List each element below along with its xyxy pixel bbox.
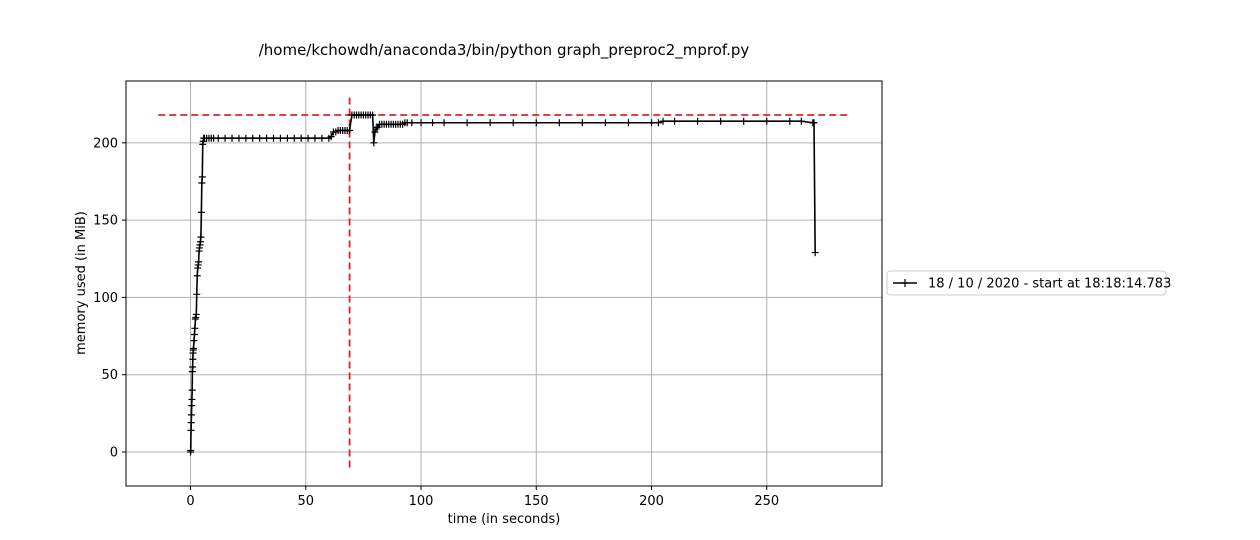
x-ticks: 0 50 100 150 200 250	[186, 486, 779, 509]
data-point	[440, 119, 448, 127]
data-point	[198, 179, 206, 187]
data-point	[189, 355, 197, 363]
reference-lines	[158, 96, 848, 468]
data-point	[304, 134, 312, 142]
data-point	[717, 117, 725, 125]
data-point	[417, 119, 425, 127]
data-point	[532, 119, 540, 127]
legend: 18 / 10 / 2020 - start at 18:18:14.783	[886, 270, 1171, 296]
data-point	[786, 117, 794, 125]
data-point	[327, 133, 335, 141]
data-point	[228, 134, 236, 142]
data-point	[486, 119, 494, 127]
y-tick-label: 100	[93, 291, 118, 306]
data-point	[648, 119, 656, 127]
legend-entry-label: 18 / 10 / 2020 - start at 18:18:14.783	[928, 277, 1171, 292]
data-point	[408, 119, 416, 127]
x-tick-label: 200	[639, 494, 664, 509]
x-axis-label: time (in seconds)	[448, 512, 561, 527]
y-tick-label: 200	[93, 136, 118, 151]
y-tick-label: 0	[110, 445, 118, 460]
data-point	[263, 134, 271, 142]
plot-frame	[125, 80, 883, 487]
data-point	[810, 119, 818, 127]
y-axis-label: memory used (in MiB)	[74, 211, 89, 355]
data-point	[370, 139, 378, 147]
data-point	[276, 134, 284, 142]
data-point	[187, 446, 195, 454]
data-point	[311, 134, 319, 142]
data-point	[249, 134, 257, 142]
data-point	[242, 134, 250, 142]
y-ticks: 0 50 100 150 200	[93, 136, 126, 460]
legend-box	[886, 270, 1167, 296]
data-point	[189, 363, 197, 371]
data-point	[290, 134, 298, 142]
x-tick-label: 0	[186, 494, 194, 509]
data-point	[190, 337, 198, 345]
data-point	[346, 126, 354, 134]
data-point	[371, 128, 379, 136]
data-point	[197, 208, 205, 216]
legend-marker	[901, 279, 909, 287]
data-point	[624, 119, 632, 127]
data-point	[192, 310, 200, 318]
data-point	[190, 331, 198, 339]
data-point	[372, 125, 380, 133]
data-point	[429, 119, 437, 127]
data-point	[797, 117, 805, 125]
data-point	[188, 402, 196, 410]
data-point	[187, 426, 195, 434]
data-point	[297, 134, 305, 142]
x-tick-label: 100	[409, 494, 434, 509]
data-point	[191, 324, 199, 332]
grid-lines	[126, 81, 882, 486]
y-tick-label: 150	[93, 214, 118, 229]
data-point	[369, 111, 377, 119]
data-point	[197, 233, 205, 241]
x-tick-label: 250	[754, 494, 779, 509]
y-tick-label: 50	[101, 368, 118, 383]
data-point	[214, 134, 222, 142]
data-point	[740, 117, 748, 125]
data-point	[195, 258, 203, 266]
data-point	[654, 119, 662, 127]
x-tick-label: 50	[298, 494, 315, 509]
data-point	[187, 419, 195, 427]
data-point	[671, 117, 679, 125]
data-point	[221, 134, 229, 142]
series-line-0	[189, 114, 816, 453]
data-point	[509, 119, 517, 127]
data-point	[256, 134, 264, 142]
x-tick-label: 150	[524, 494, 549, 509]
data-point	[601, 119, 609, 127]
data-point	[235, 134, 243, 142]
data-point	[659, 117, 667, 125]
data-point	[190, 344, 198, 352]
data-point	[694, 117, 702, 125]
chart-title: /home/kchowdh/anaconda3/bin/python graph…	[259, 41, 750, 60]
data-point	[578, 119, 586, 127]
data-point	[811, 249, 819, 257]
data-point	[188, 386, 196, 394]
data-point	[763, 117, 771, 125]
data-point	[318, 134, 326, 142]
data-point	[187, 411, 195, 419]
data-point	[283, 134, 291, 142]
data-point	[193, 272, 201, 280]
data-point	[193, 290, 201, 298]
series-layer	[187, 111, 819, 456]
data-point	[198, 173, 206, 181]
data-point	[555, 119, 563, 127]
data-point	[463, 119, 471, 127]
data-point	[270, 134, 278, 142]
data-point	[188, 395, 196, 403]
